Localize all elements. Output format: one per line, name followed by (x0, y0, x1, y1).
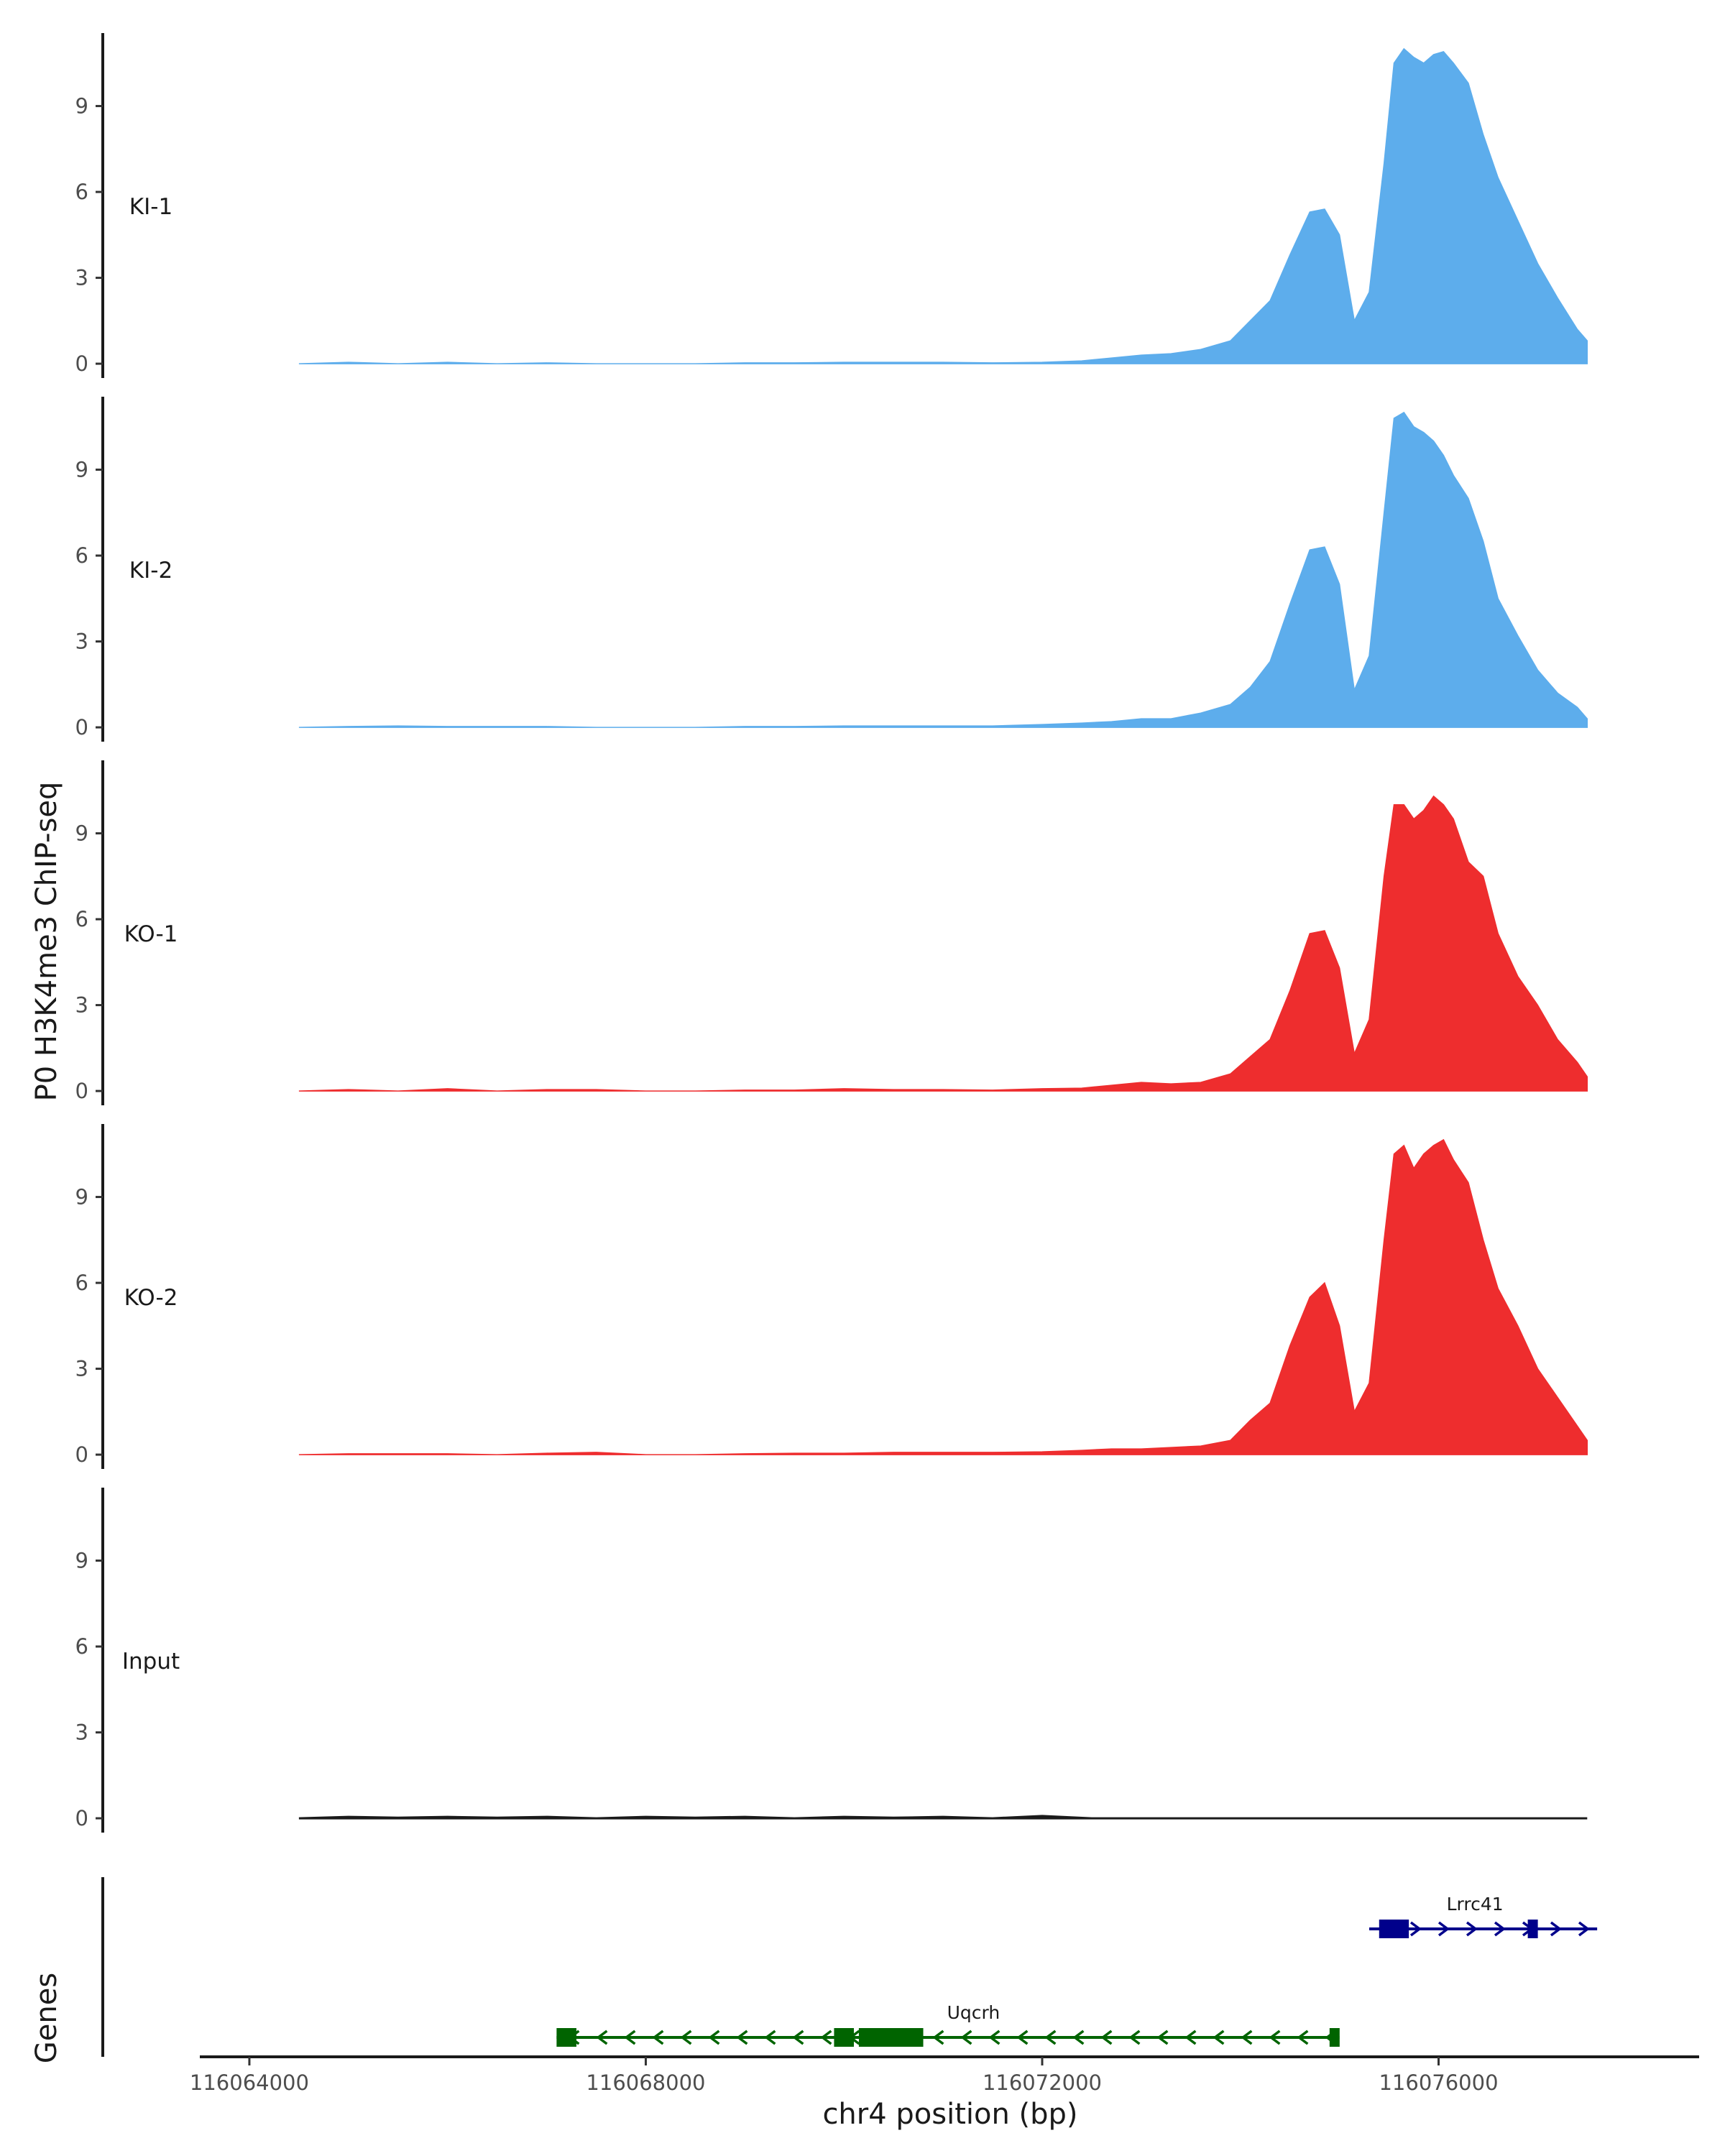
gene-lrrc41: Lrrc41 (1368, 1894, 1598, 1938)
y-tick-label: 9 (75, 821, 88, 846)
strand-chevron (708, 2030, 720, 2045)
x-axis: 116064000 116068000 116072000 116076000 (190, 2055, 1699, 2095)
x-tick-label: 116068000 (586, 2070, 705, 2095)
signal-tracks: 0 3 6 9 KI-1 0 3 6 9 KI-2 0 3 6 9 KO-1 0 3 6 9 KO-2 0 3 6 9 Inpu… (75, 33, 1588, 1833)
gene-exon (834, 2028, 855, 2047)
y-tick-label: 6 (75, 1271, 88, 1295)
strand-chevron (1128, 2030, 1141, 2045)
y-tick-label: 0 (75, 1442, 88, 1467)
strand-chevron (1550, 1921, 1562, 1937)
x-tick-label: 116072000 (983, 2070, 1102, 2095)
track-label: KI-2 (129, 558, 172, 584)
signal-area-input (298, 1815, 1588, 1820)
gene-exon (858, 2028, 924, 2047)
signal-area-ko-2 (298, 1138, 1588, 1455)
track-ko-2: 0 3 6 9 KO-2 (75, 1124, 1588, 1469)
strand-chevron (1438, 1921, 1450, 1937)
y-tick-label: 0 (75, 1806, 88, 1830)
strand-chevron (764, 2030, 776, 2045)
strand-chevron (820, 2030, 832, 2045)
strand-chevron (1578, 1921, 1590, 1937)
y-tick-label: 6 (75, 180, 88, 204)
gene-exon (1379, 1920, 1409, 1938)
signal-area-ki-2 (298, 411, 1588, 728)
y-tick-label: 9 (75, 1185, 88, 1210)
track-label: KO-1 (124, 921, 178, 947)
track-ki-1: 0 3 6 9 KI-1 (75, 33, 1588, 378)
strand-chevron (1156, 2030, 1169, 2045)
gene-label: Lrrc41 (1447, 1894, 1504, 1915)
strand-chevron (736, 2030, 748, 2045)
strand-chevron (1494, 1921, 1506, 1937)
track-ki-2: 0 3 6 9 KI-2 (75, 397, 1588, 742)
gene-exon (1329, 2028, 1340, 2047)
strand-chevron (960, 2030, 972, 2045)
x-axis-title: chr4 position (bp) (822, 2098, 1077, 2131)
y-tick-label: 6 (75, 1634, 88, 1659)
track-label: KI-1 (129, 194, 172, 220)
strand-chevron (1016, 2030, 1029, 2045)
strand-chevron (1466, 1921, 1478, 1937)
strand-chevron (1241, 2030, 1253, 2045)
y-tick-label: 3 (75, 1357, 88, 1381)
strand-chevron (1297, 2030, 1309, 2045)
track-input: 0 3 6 9 Input (75, 1488, 1588, 1833)
y-tick-label: 0 (75, 351, 88, 376)
strand-chevron (680, 2030, 692, 2045)
signal-area-ki-1 (298, 47, 1588, 364)
y-tick-label: 9 (75, 1549, 88, 1573)
strand-chevron (596, 2030, 608, 2045)
strand-chevron (652, 2030, 664, 2045)
strand-chevron (792, 2030, 804, 2045)
gene-label: Uqcrh (947, 2002, 1000, 2023)
y-tick-label: 6 (75, 907, 88, 931)
x-tick-label: 116064000 (190, 2070, 309, 2095)
y-tick-label: 0 (75, 1079, 88, 1103)
gene-uqcrh: Uqcrh (556, 2002, 1340, 2047)
x-tick-label: 116076000 (1379, 2070, 1498, 2095)
track-ko-1: 0 3 6 9 KO-1 (75, 760, 1588, 1105)
strand-chevron (1072, 2030, 1085, 2045)
y-tick-label: 3 (75, 630, 88, 654)
y-tick-label: 3 (75, 1720, 88, 1745)
y-axis-title: P0 H3K4me3 ChIP-seq (30, 782, 63, 1102)
strand-chevron (1100, 2030, 1113, 2045)
y-tick-label: 6 (75, 543, 88, 568)
y-tick-label: 3 (75, 993, 88, 1018)
y-tick-label: 9 (75, 94, 88, 119)
strand-chevron (1044, 2030, 1057, 2045)
strand-chevron (624, 2030, 636, 2045)
track-label: Input (122, 1649, 180, 1674)
y-tick-label: 3 (75, 266, 88, 290)
track-label: KO-2 (124, 1285, 178, 1311)
gene-exon (1527, 1920, 1538, 1938)
strand-chevron (932, 2030, 944, 2045)
strand-chevron (988, 2030, 1000, 2045)
gene-track: Uqcrh Lrrc41 (101, 1877, 1598, 2057)
genes-track-title: Genes (30, 1973, 63, 2063)
strand-chevron (1184, 2030, 1197, 2045)
gene-exon (556, 2028, 576, 2047)
strand-chevron (1213, 2030, 1225, 2045)
y-tick-label: 9 (75, 458, 88, 482)
strand-chevron (1409, 1921, 1422, 1937)
strand-chevron (1269, 2030, 1281, 2045)
signal-area-ko-1 (298, 795, 1588, 1092)
y-tick-label: 0 (75, 715, 88, 740)
